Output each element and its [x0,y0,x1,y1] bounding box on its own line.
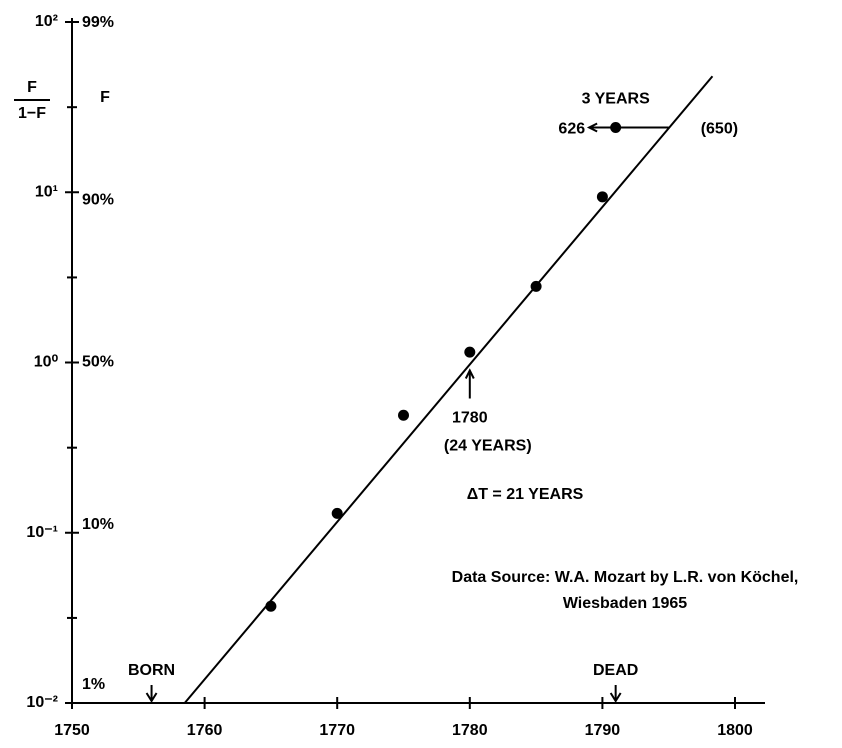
range-label: (650) [701,121,738,138]
y-tick-label: 10² [35,13,58,30]
f-tick-label: 90% [82,191,114,208]
y-tick-label: 10⁻¹ [26,524,58,541]
x-tick-label: 1760 [187,722,223,739]
y-axis-label-den: 1−F [18,105,46,122]
arrow-head [464,368,475,379]
f-axis-label: F [100,89,110,106]
x-tick-label: 1770 [319,722,355,739]
y-tick-label: 10¹ [35,183,58,200]
f-tick-label: 10% [82,516,114,533]
range-label: 3 YEARS [582,91,651,108]
source-line: Wiesbaden 1965 [563,595,687,612]
data-point [398,409,409,421]
data-point [596,191,608,203]
source-line: Data Source: W.A. Mozart by L.R. von Köc… [452,569,799,586]
fit-line [183,75,714,704]
y-tick-label: 10⁻² [26,694,58,711]
range-label: 626 [558,121,585,138]
y-tick-label: 10⁰ [34,354,59,371]
dead-label: DEAD [593,662,638,679]
data-point [530,280,542,292]
arrow-head [609,692,622,703]
delta-label: ΔT = 21 YEARS [467,486,584,503]
range-arrow [586,122,598,133]
data-point [331,507,343,519]
arrow-head [145,692,158,703]
f-tick-label: 99% [82,14,114,31]
midpoint-label: (24 YEARS) [444,438,532,455]
x-tick-label: 1750 [54,722,90,739]
x-tick-label: 1780 [452,722,488,739]
born-label: BORN [128,662,175,679]
f-tick-label: 1% [82,676,105,693]
x-tick-label: 1790 [585,722,621,739]
y-axis-label-num: F [27,79,37,96]
data-point [265,600,277,612]
x-tick-label: 1800 [717,722,753,739]
f-tick-label: 50% [82,354,114,371]
data-point [610,122,622,134]
midpoint-label: 1780 [452,410,488,427]
data-point [464,346,476,358]
